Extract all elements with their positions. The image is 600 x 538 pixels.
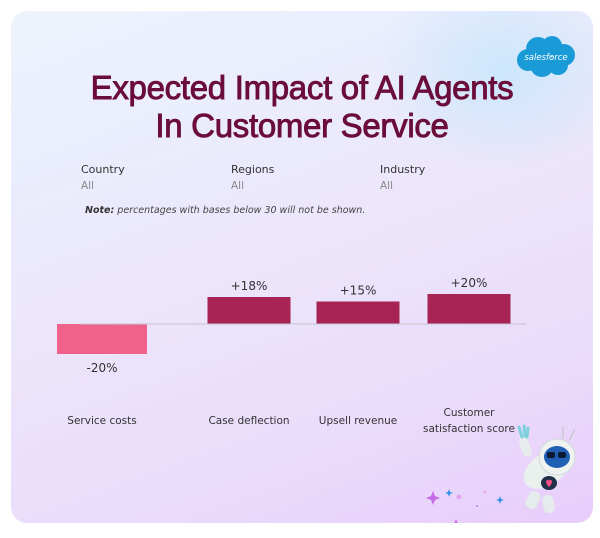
sparkles-icon (426, 489, 504, 523)
category-label: Upsell revenue (319, 415, 397, 427)
category-label: Service costs (67, 415, 136, 427)
data-label: -20% (86, 361, 117, 375)
filter-country[interactable]: Country All (81, 163, 125, 192)
filter-country-value[interactable]: All (81, 180, 95, 192)
filter-country-label: Country (81, 163, 125, 176)
salesforce-logo-icon: salesforce (517, 36, 575, 77)
title-line-2: In Customer Service (155, 107, 449, 145)
data-label: +18% (231, 279, 268, 293)
dashboard-card: salesforce Expected Impact of AI Agents … (11, 11, 593, 523)
note-body: percentages with bases below 30 will not… (114, 205, 366, 216)
bar-case-deflection[interactable] (207, 297, 291, 324)
filter-industry-label: Industry (380, 163, 426, 176)
category-label: satisfaction score (423, 423, 515, 435)
bar-service-costs[interactable] (57, 324, 147, 354)
filter-regions-value[interactable]: All (231, 180, 245, 192)
robot-mascot-icon (517, 424, 576, 513)
category-label: Customer (443, 407, 495, 419)
bar-customer-satisfaction-score[interactable] (427, 294, 511, 324)
category-label: Case deflection (208, 415, 289, 427)
filter-regions[interactable]: Regions All (231, 163, 274, 192)
page-title: Expected Impact of AI Agents In Customer… (11, 69, 593, 145)
title-line-1: Expected Impact of AI Agents (90, 69, 514, 107)
note-text: Note: percentages with bases below 30 wi… (85, 205, 365, 216)
bar-chart: -20% +18% +15% +20% Service costs Case defle… (57, 276, 526, 435)
data-label: +15% (340, 284, 377, 298)
logo-text: salesforce (524, 53, 567, 63)
bar-upsell-revenue[interactable] (316, 301, 400, 325)
note-prefix: Note: (85, 205, 115, 216)
data-label: +20% (451, 276, 488, 290)
filter-industry[interactable]: Industry All (380, 163, 425, 192)
filter-industry-value[interactable]: All (380, 180, 394, 192)
filter-regions-label: Regions (231, 163, 275, 176)
